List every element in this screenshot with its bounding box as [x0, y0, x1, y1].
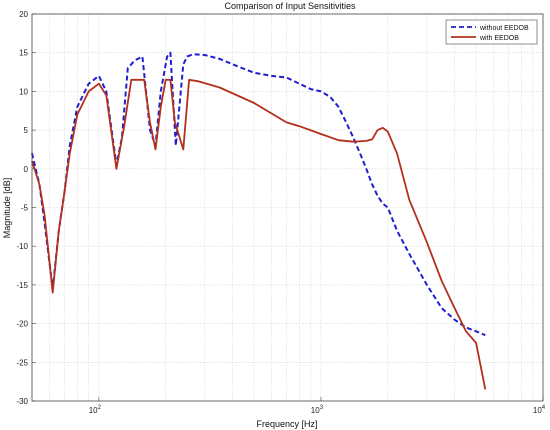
chart-title: Comparison of Input Sensitivities — [224, 1, 356, 11]
legend-label-with-eedob: with EEDOB — [479, 35, 519, 42]
y-tick-label: -10 — [16, 242, 28, 251]
x-tick-exponent: 3 — [320, 405, 324, 411]
y-tick-label: 20 — [19, 10, 28, 19]
x-tick-exponent: 2 — [98, 405, 102, 411]
legend-box — [445, 19, 538, 45]
legend-label-without-eedob: without EEDOB — [479, 25, 529, 32]
x-tick-label: 104 — [533, 405, 546, 415]
y-tick-label: -15 — [16, 281, 28, 290]
y-tick-label: 10 — [19, 87, 28, 96]
y-tick-label: 15 — [19, 49, 28, 58]
y-tick-label: 5 — [24, 126, 29, 135]
x-tick-label: 102 — [89, 405, 102, 415]
y-tick-label: -30 — [16, 397, 28, 406]
x-tick-label: 103 — [311, 405, 324, 415]
series-layer — [31, 51, 487, 390]
y-tick-label: 0 — [24, 165, 29, 174]
x-tick-exponent: 4 — [542, 405, 546, 411]
series-line-with-eedob — [31, 78, 487, 390]
x-axis-ticks: 102 103 104 — [89, 397, 546, 415]
series-line-without-eedob — [31, 51, 486, 337]
y-tick-label: -5 — [21, 204, 29, 213]
x-axis-label: Frequency [Hz] — [256, 419, 317, 429]
y-axis-ticks: -30 -25 -20 -15 -10 -5 0 5 10 15 20 — [16, 10, 36, 406]
y-axis-label: Magnitude [dB] — [2, 178, 12, 239]
legend: without EEDOB with EEDOB — [445, 19, 538, 45]
y-tick-label: -20 — [16, 320, 28, 329]
y-tick-label: -25 — [16, 358, 28, 367]
